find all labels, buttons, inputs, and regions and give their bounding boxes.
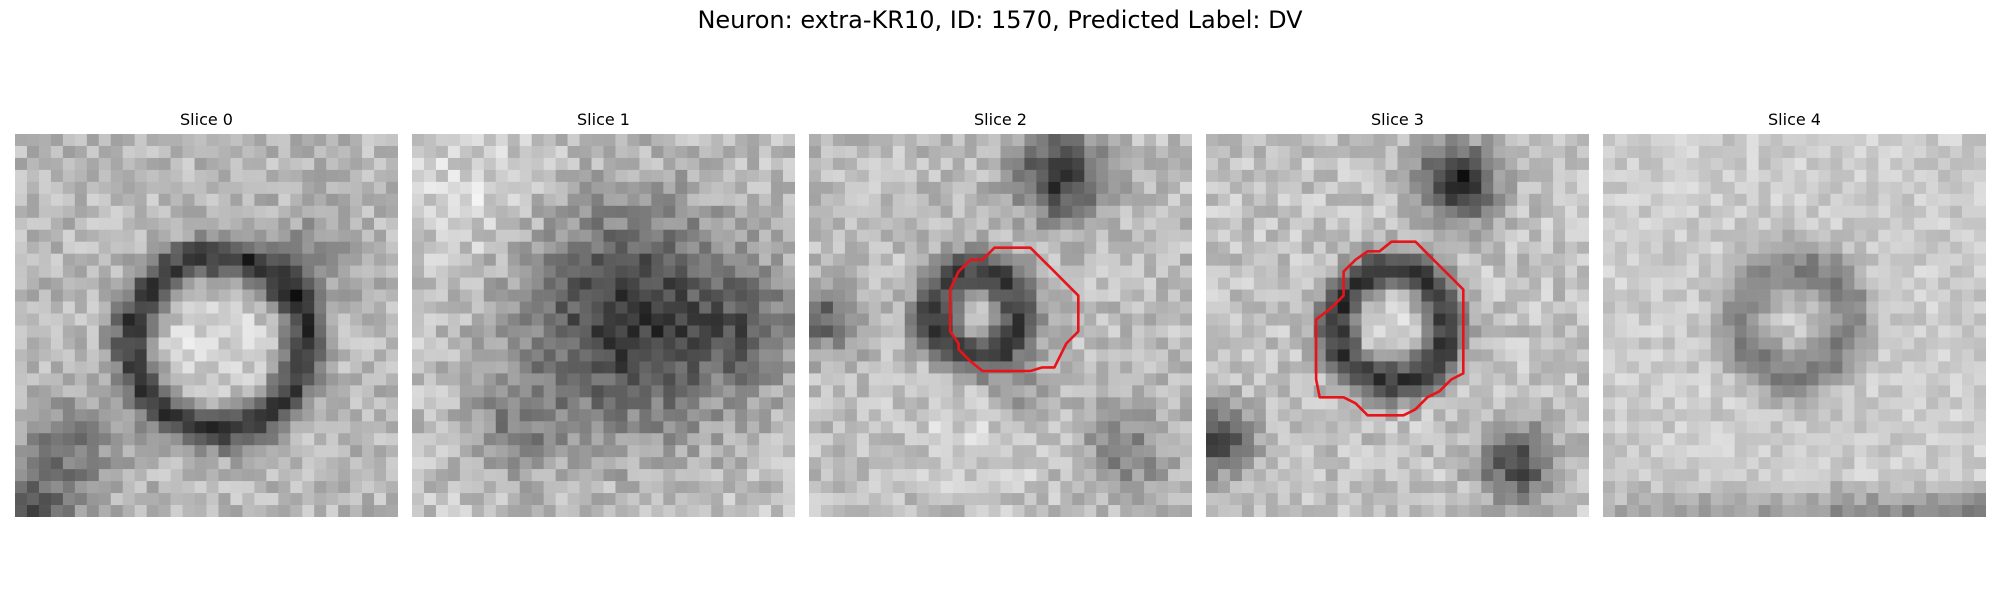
slice-3-image [1206, 134, 1589, 517]
slice-0-micrograph [15, 134, 398, 517]
slice-1-title: Slice 1 [577, 110, 630, 129]
slice-1-micrograph [412, 134, 795, 517]
slice-2-roi-contour [948, 246, 1080, 373]
slice-3-roi-contour [1314, 240, 1465, 417]
slice-3-title: Slice 3 [1371, 110, 1424, 129]
slice-2-micrograph [809, 134, 1192, 517]
slice-0-title: Slice 0 [180, 110, 233, 129]
slice-1-image [412, 134, 795, 517]
figure-title: Neuron: extra-KR10, ID: 1570, Predicted … [697, 6, 1303, 34]
slice-4-image [1603, 134, 1986, 517]
slice-3-micrograph [1206, 134, 1589, 517]
slice-4-micrograph [1603, 134, 1986, 517]
slice-2-title: Slice 2 [974, 110, 1027, 129]
slice-0-image [15, 134, 398, 517]
slice-4-title: Slice 4 [1768, 110, 1821, 129]
slice-2-image [809, 134, 1192, 517]
